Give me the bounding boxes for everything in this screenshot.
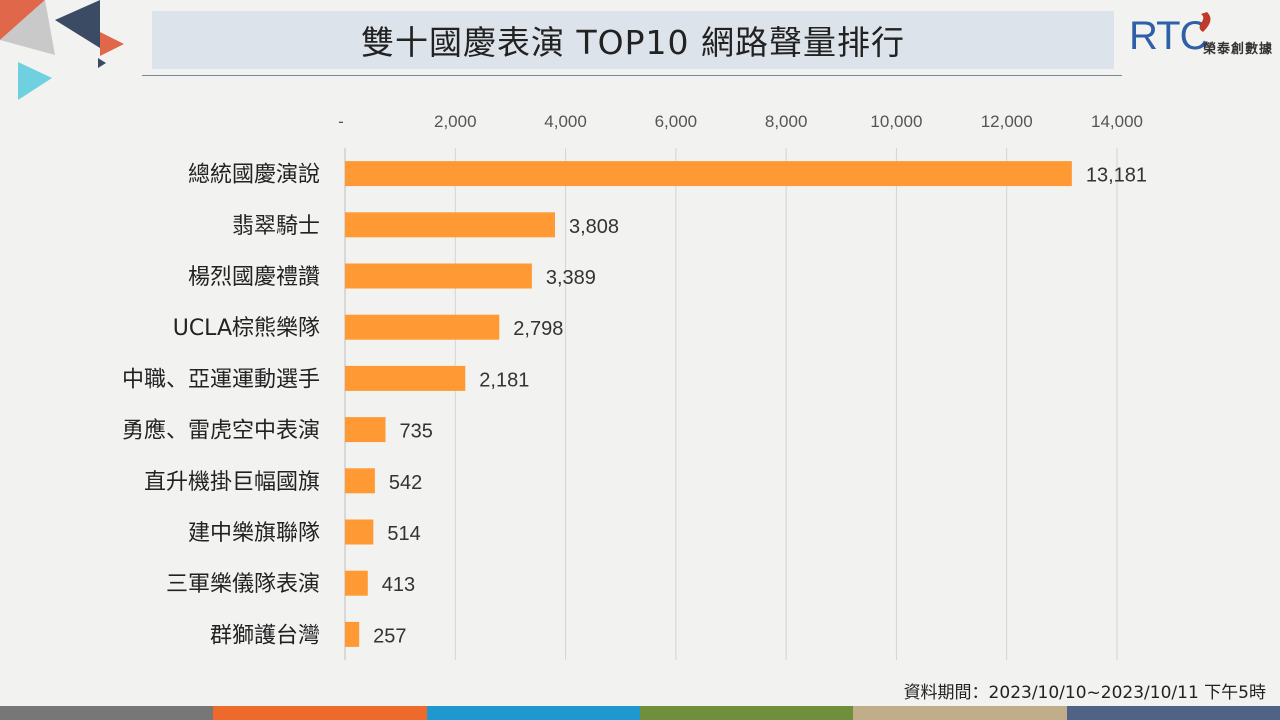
decorative-logo-shapes: [0, 0, 124, 100]
bar: [345, 519, 374, 545]
category-label: 勇應、雷虎空中表演: [122, 418, 320, 444]
category-label: 總統國慶演說: [188, 163, 320, 188]
source-note: 資料期間：2023/10/10~2023/10/11 下午5時: [903, 683, 1266, 703]
footer-segment: [853, 706, 1067, 720]
x-tick-label: 6,000: [655, 112, 698, 131]
footer-segment: [1066, 706, 1280, 720]
brand-logo-text: RTC: [1129, 14, 1208, 58]
x-tick-label: 4,000: [544, 112, 587, 131]
data-label: 3,808: [569, 216, 619, 238]
category-label: 直升機掛巨幅國旗: [144, 470, 320, 495]
x-tick-label: 12,000: [981, 112, 1033, 131]
brand-flame-icon: [1199, 12, 1211, 32]
category-label: 群獅護台灣: [210, 623, 320, 648]
data-label: 2,181: [479, 369, 529, 391]
bar: [345, 417, 386, 443]
x-tick-label: 14,000: [1091, 112, 1143, 131]
data-label: 3,389: [546, 267, 596, 289]
x-tick-label: 8,000: [765, 112, 808, 131]
footer-segment: [0, 706, 214, 720]
bar: [345, 365, 466, 391]
bar: [345, 314, 500, 340]
bar-chart: - 2,000 4,000 6,000 8,000 10,000 12,000 14,000 總…: [0, 100, 1280, 665]
x-tick-label: 10,000: [870, 112, 922, 131]
x-tick-label: -: [338, 112, 344, 131]
category-label: 翡翠騎士: [232, 214, 320, 239]
category-label: 三軍樂儀隊表演: [166, 572, 320, 597]
data-label: 2,798: [513, 318, 563, 340]
brand-logo: RTC 榮泰創數據: [1125, 10, 1275, 70]
category-label: 中職、亞運運動選手: [122, 367, 320, 392]
footer-color-bar: [0, 706, 1280, 720]
bar: [345, 161, 1072, 187]
bar: [345, 468, 375, 494]
bar: [345, 263, 532, 289]
title-divider: [142, 75, 1122, 76]
bar: [345, 570, 368, 596]
category-label: 楊烈國慶禮讚: [188, 265, 320, 290]
data-label: 514: [387, 523, 420, 545]
footer-segment: [426, 706, 640, 720]
category-label: UCLA棕熊樂隊: [173, 316, 320, 341]
category-label: 建中樂旗聯隊: [188, 521, 320, 546]
data-label: 542: [389, 472, 422, 494]
data-label: 257: [373, 625, 406, 647]
bar: [345, 212, 555, 238]
data-label: 413: [382, 574, 415, 596]
chart-canvas: - 2,000 4,000 6,000 8,000 10,000 12,000 14,000 總…: [122, 112, 1147, 660]
bar: [345, 621, 360, 647]
footer-segment: [639, 706, 854, 720]
x-tick-label: 2,000: [434, 112, 477, 131]
footer-segment: [213, 706, 427, 720]
page-title: 雙十國慶表演 TOP10 網路聲量排行: [152, 11, 1114, 69]
data-label: 735: [400, 421, 433, 443]
brand-name: 榮泰創數據: [1203, 42, 1274, 57]
data-label: 13,181: [1086, 165, 1147, 187]
